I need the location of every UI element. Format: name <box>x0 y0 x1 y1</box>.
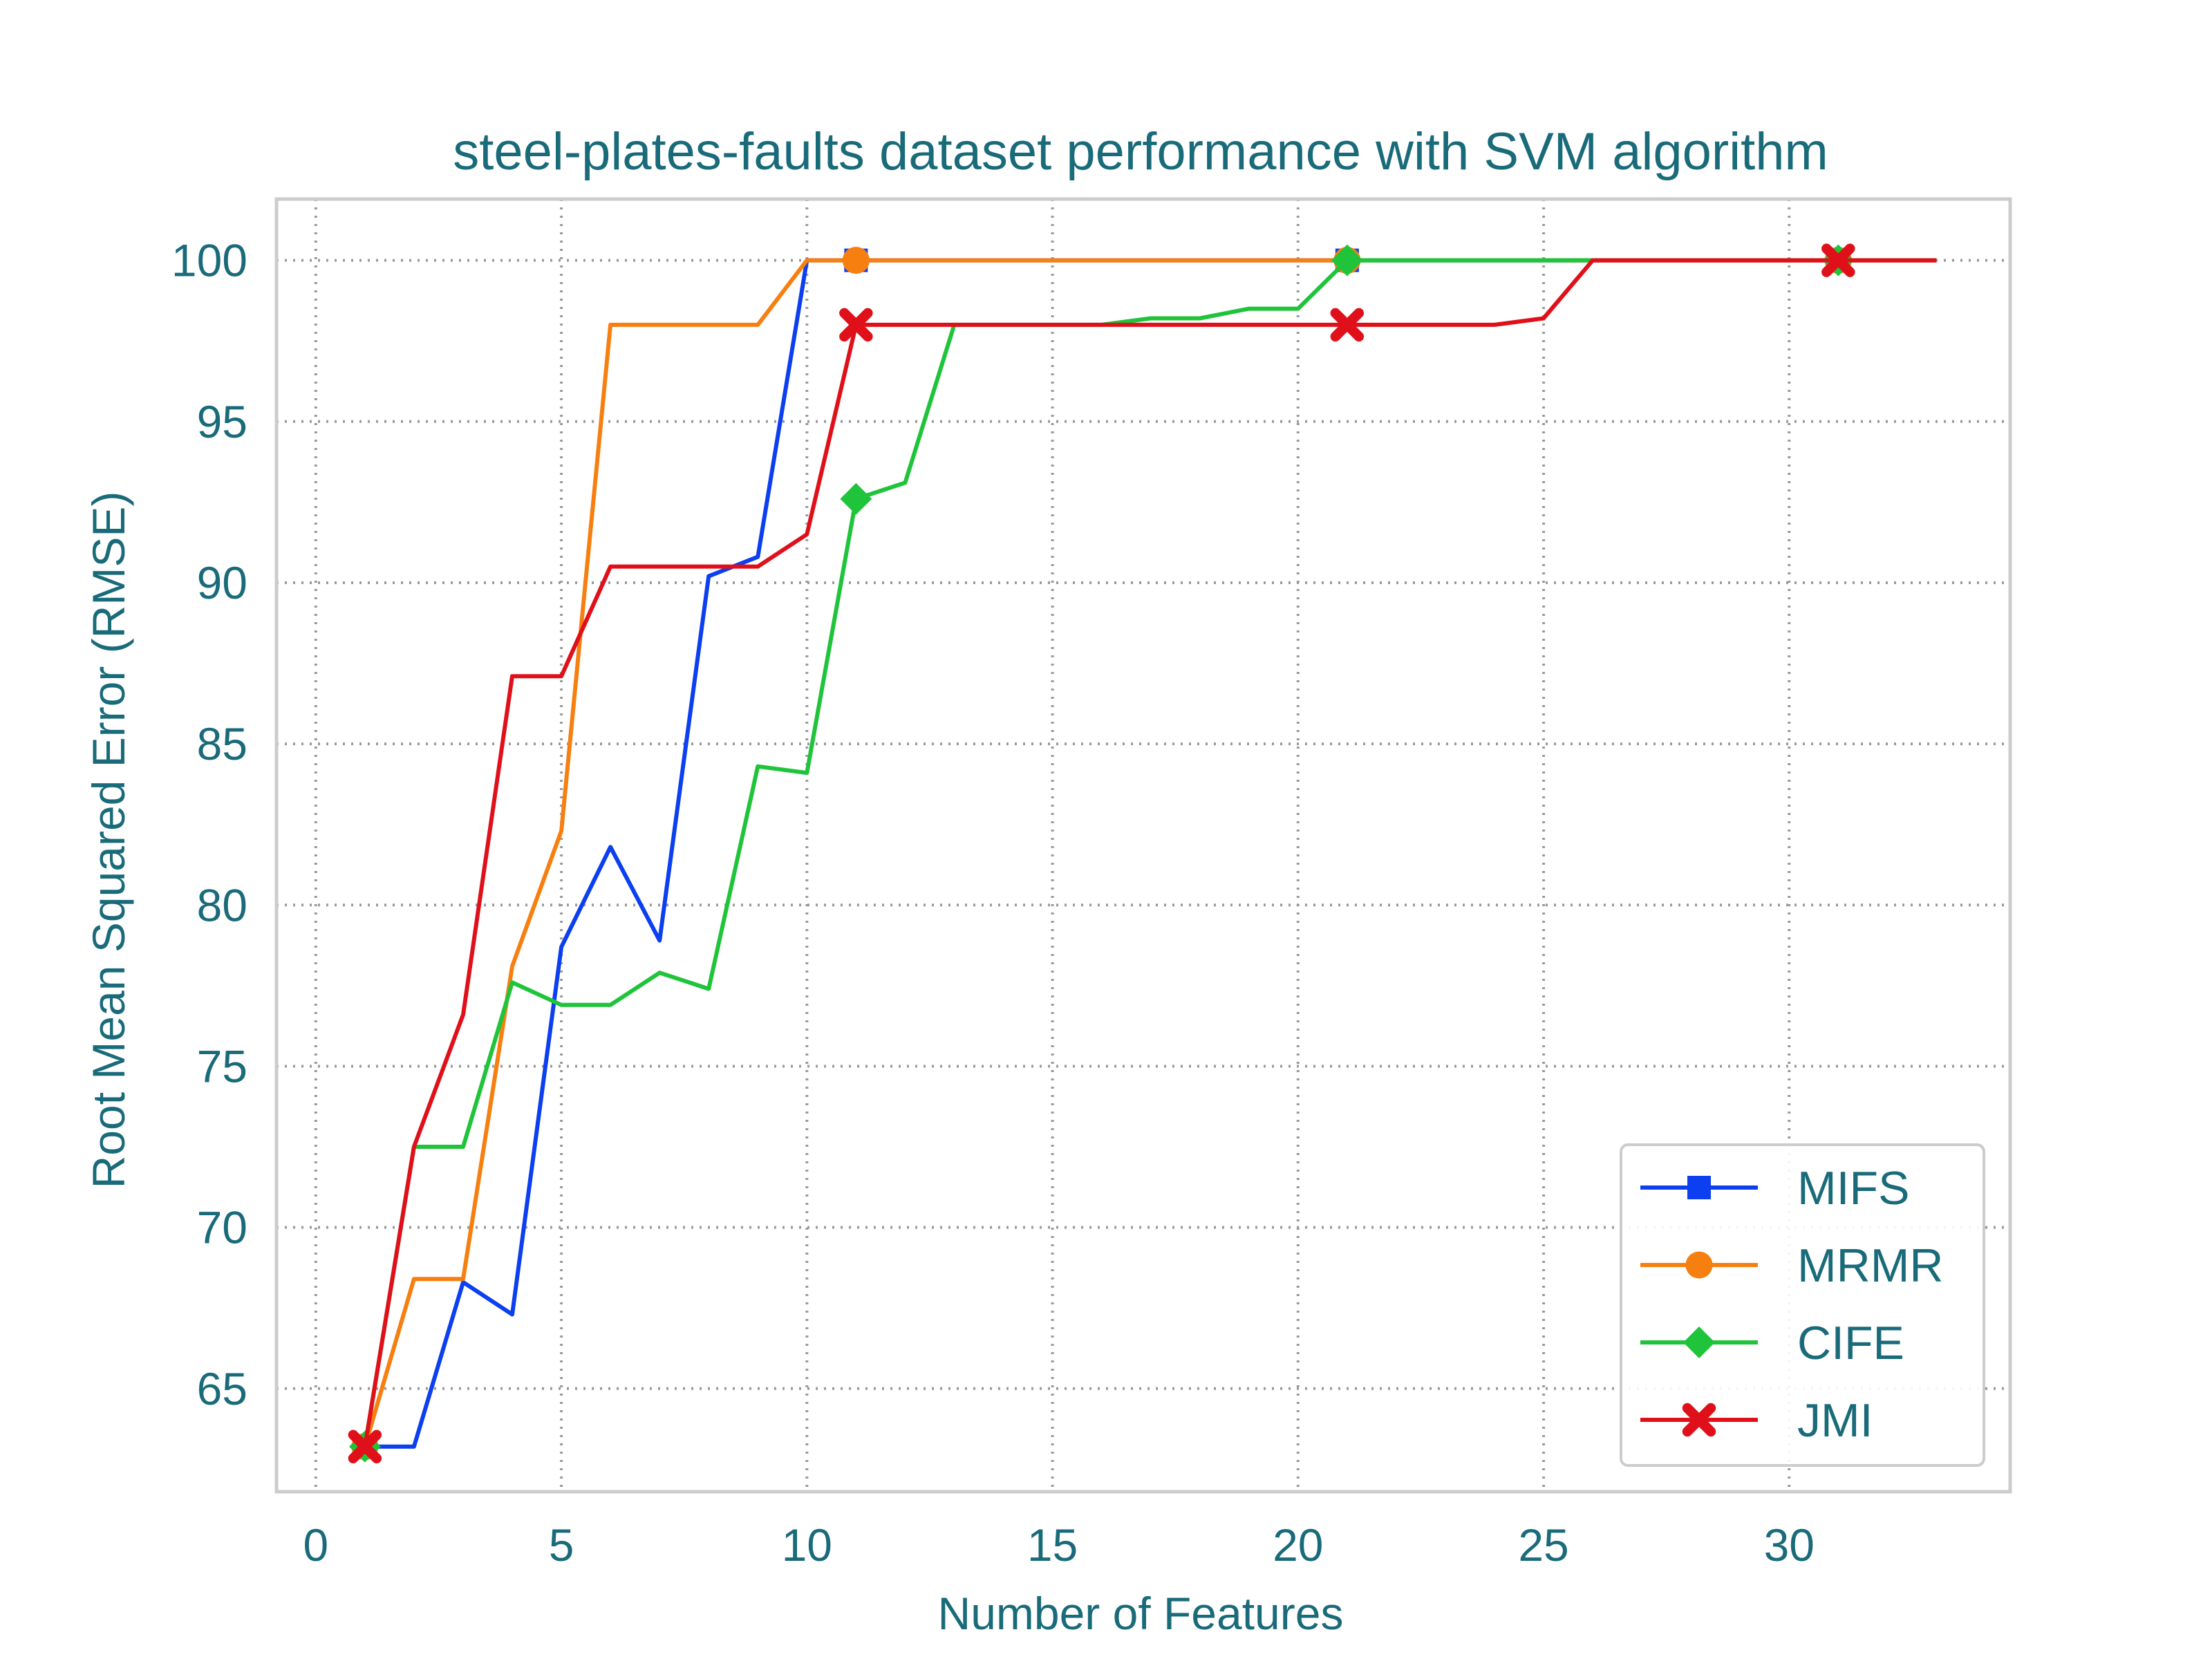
legend-box <box>1620 1143 1985 1467</box>
data-point <box>839 308 873 342</box>
series-layer <box>348 243 1937 1463</box>
data-point <box>1331 244 1363 276</box>
legend-label: MIFS <box>1797 1162 1909 1215</box>
x-tick-label: 25 <box>1518 1519 1568 1571</box>
tick-labels: 0 5 10 15 20 25 30 65 70 75 80 85 90 95 100 <box>171 235 1815 1571</box>
y-tick-label: 100 <box>171 235 247 286</box>
legend-item: CIFE <box>1640 1317 1904 1369</box>
legend-marker <box>1687 1176 1711 1199</box>
series-line <box>362 258 1937 1447</box>
data-point <box>840 482 872 515</box>
x-tick-label: 0 <box>303 1519 328 1571</box>
legend-marker <box>1682 1403 1716 1437</box>
legend-label: MRMR <box>1797 1239 1944 1292</box>
data-point <box>842 247 870 274</box>
legend-marker <box>1685 1251 1713 1279</box>
y-tick-label: 70 <box>197 1202 247 1253</box>
y-tick-label: 95 <box>197 396 247 447</box>
data-point <box>1330 308 1365 342</box>
legend-label: CIFE <box>1797 1317 1904 1369</box>
legend-item: MIFS <box>1640 1162 1909 1215</box>
legend: MIFS MRMR CIFE JMI <box>1620 1143 1985 1467</box>
x-tick-label: 30 <box>1764 1519 1815 1571</box>
x-tick-label: 5 <box>549 1519 574 1571</box>
data-point <box>1821 243 1855 277</box>
y-axis-label: Root Mean Squared Error (RMSE) <box>83 491 134 1189</box>
y-tick-label: 75 <box>197 1040 247 1091</box>
data-point <box>348 1430 382 1463</box>
y-tick-label: 80 <box>197 879 247 930</box>
plot-frame <box>274 197 2012 1494</box>
x-tick-label: 10 <box>782 1519 832 1571</box>
y-tick-label: 85 <box>197 718 247 769</box>
legend-item: MRMR <box>1640 1239 1944 1292</box>
x-tick-label: 15 <box>1027 1519 1078 1571</box>
chart-title: steel-plates-faults dataset performance … <box>453 122 1828 181</box>
x-tick-label: 20 <box>1273 1519 1323 1571</box>
x-axis-label: Number of Features <box>938 1588 1344 1639</box>
y-tick-label: 90 <box>197 557 247 608</box>
legend-item: JMI <box>1640 1394 1873 1447</box>
legend-marker <box>1683 1327 1715 1358</box>
legend-label: JMI <box>1797 1394 1873 1447</box>
y-tick-label: 65 <box>197 1363 247 1414</box>
series-jmi <box>348 243 1937 1463</box>
